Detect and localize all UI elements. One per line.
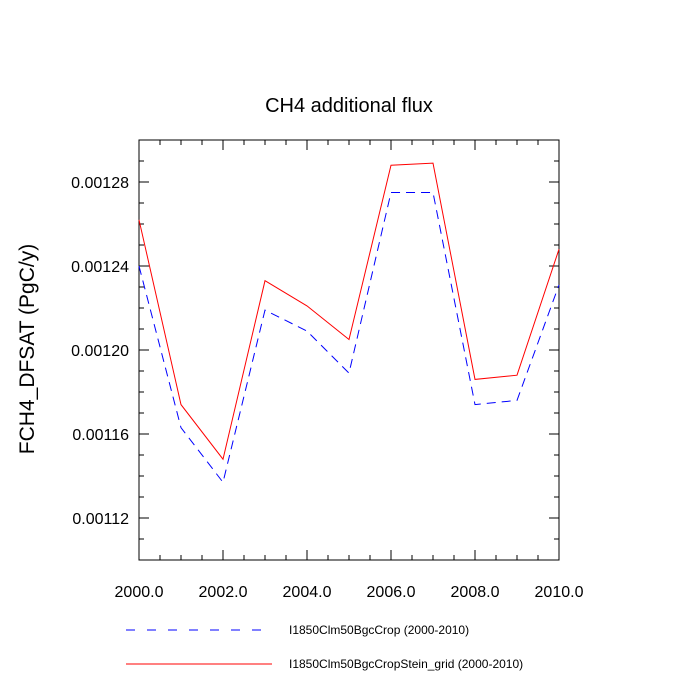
- axis-ticks: [138, 140, 560, 560]
- x-tick-label: 2000.0: [115, 584, 164, 601]
- x-tick-label: 2008.0: [451, 584, 500, 601]
- y-tick-label: 0.00124: [71, 259, 129, 276]
- series-line-2: [138, 162, 560, 461]
- series-line-1: [138, 192, 560, 484]
- x-tick-label: 2002.0: [199, 584, 248, 601]
- plot-frame: [138, 139, 560, 561]
- chart-title: CH4 additional flux: [265, 95, 433, 117]
- y-tick-label: 0.00128: [71, 175, 129, 192]
- axis-tick-labels: 2000.0 2002.0 2004.0 2006.0 2008.0 2010.0 0.00…: [71, 175, 583, 601]
- x-tick-label: 2006.0: [367, 584, 416, 601]
- legend-label-2: I1850Clm50BgcCropStein_grid (2000-2010): [289, 657, 523, 671]
- legend-label-1: I1850Clm50BgcCrop (2000-2010): [289, 623, 469, 637]
- y-tick-label: 0.00112: [72, 511, 129, 528]
- y-tick-label: 0.00120: [71, 343, 129, 360]
- x-tick-label: 2010.0: [535, 584, 584, 601]
- y-tick-label: 0.00116: [72, 427, 129, 444]
- series-lines: [138, 162, 560, 484]
- plot-border: [138, 139, 560, 561]
- legend: I1850Clm50BgcCrop (2000-2010) I1850Clm50B…: [126, 623, 523, 671]
- x-tick-label: 2004.0: [283, 584, 332, 601]
- y-axis-label: FCH4_DFSAT (PgC/y): [16, 244, 39, 454]
